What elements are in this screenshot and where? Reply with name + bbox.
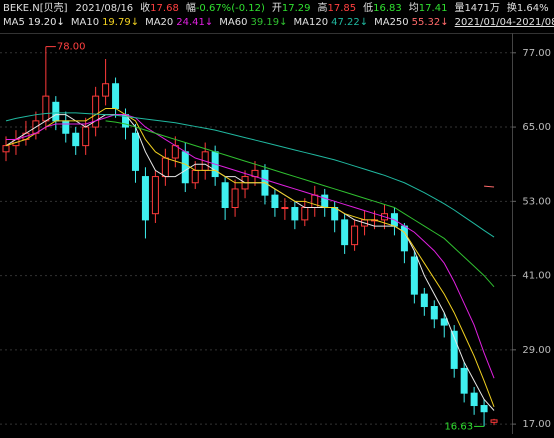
header-text: 1.64% xyxy=(517,3,549,14)
legend: MA5 19.20↓ MA10 19.79↓ MA20 24.41↓ MA60 39.19↓ M… xyxy=(3,17,554,28)
date-range: 2021/01/04-2021/08/16(156日)▼ xyxy=(455,17,554,28)
header-text: 17.68 xyxy=(150,3,179,14)
header-text: 16.83 xyxy=(373,3,402,14)
candle-body xyxy=(281,207,289,210)
ma-line xyxy=(484,185,495,188)
header-text: 高 xyxy=(318,1,328,14)
legend-name: MA60 xyxy=(219,17,247,28)
y-tick-label: 29.00 xyxy=(522,345,551,356)
header-text: 17.85 xyxy=(328,3,357,14)
header-text: 量 xyxy=(454,2,464,14)
candle-body xyxy=(52,101,60,122)
header-text: 低 xyxy=(363,1,373,14)
candle-body xyxy=(311,194,319,209)
header-line: BEKE.N[贝壳] 2021/08/16 收17.68 幅-0.67%(-0.12)… xyxy=(3,1,549,14)
legend-name: MA10 xyxy=(71,17,99,28)
header-text: BEKE.N[贝壳] xyxy=(3,1,68,14)
candle-body xyxy=(470,392,478,407)
legend-value: 39.19↓ xyxy=(251,17,288,28)
candle-body xyxy=(430,306,438,320)
legend-value: 24.41↓ xyxy=(176,17,213,28)
candle-body xyxy=(420,293,428,308)
candle-body xyxy=(341,219,349,246)
candle-body xyxy=(271,194,279,209)
legend-name: MA5 xyxy=(3,17,25,28)
y-tick-label: 17.00 xyxy=(522,419,551,430)
candle-body xyxy=(82,126,90,147)
candle-body xyxy=(131,132,139,171)
candle-body xyxy=(2,145,10,153)
candle-body xyxy=(112,83,120,109)
candle-body xyxy=(161,157,169,178)
candle-body xyxy=(460,367,468,394)
header-text: 1471万 xyxy=(464,3,499,14)
y-tick-label: 77.00 xyxy=(522,48,551,59)
legend-value: 19.79↓ xyxy=(102,17,139,28)
header-text: 幅 xyxy=(186,1,196,14)
header-text: -0.67%(-0.12) xyxy=(196,3,265,14)
annotation: 78.00 xyxy=(57,42,86,53)
candle-body xyxy=(151,176,159,215)
header-text: 收 xyxy=(140,1,150,14)
candle-body xyxy=(450,330,458,369)
candle-body xyxy=(102,83,110,97)
y-tick-label: 53.00 xyxy=(522,196,551,207)
ma-line xyxy=(105,120,495,288)
candle-body xyxy=(440,318,448,326)
legend-value: 55.32↓ xyxy=(412,17,449,28)
header-text: 换 xyxy=(507,1,517,14)
candle-body xyxy=(181,151,189,184)
candle-body xyxy=(231,188,239,209)
header-text: 17.41 xyxy=(419,3,448,14)
candle-body xyxy=(221,182,229,209)
ma-line xyxy=(5,107,495,408)
legend-value: 19.20↓ xyxy=(28,17,65,28)
candle-body xyxy=(42,95,50,122)
legend-name: MA120 xyxy=(294,17,329,28)
header-text: 17.29 xyxy=(282,3,311,14)
legend-name: MA20 xyxy=(145,17,173,28)
candle-body xyxy=(72,132,80,147)
legend-name: MA250 xyxy=(374,17,409,28)
candle-body xyxy=(92,95,100,128)
header-text: 2021/08/16 xyxy=(76,3,134,14)
ma-line xyxy=(5,112,495,238)
header-text: 开 xyxy=(272,3,282,14)
candle-body xyxy=(141,176,149,221)
candle-body xyxy=(400,225,408,252)
ma-line xyxy=(6,114,495,379)
candle-body xyxy=(480,405,488,413)
candle-body xyxy=(490,419,498,423)
candle-body xyxy=(351,225,359,246)
annotation: 16.63 xyxy=(444,421,473,432)
candle-body xyxy=(410,256,418,295)
legend-value: 47.22↓ xyxy=(331,17,368,28)
y-tick-label: 41.00 xyxy=(522,271,551,282)
y-tick-label: 65.00 xyxy=(522,122,551,133)
candle-body xyxy=(191,169,199,184)
candle-body xyxy=(321,194,329,209)
candle-body xyxy=(291,207,299,221)
candle-body xyxy=(62,120,70,134)
header-text: 均 xyxy=(409,2,419,14)
candle-body xyxy=(301,207,309,221)
